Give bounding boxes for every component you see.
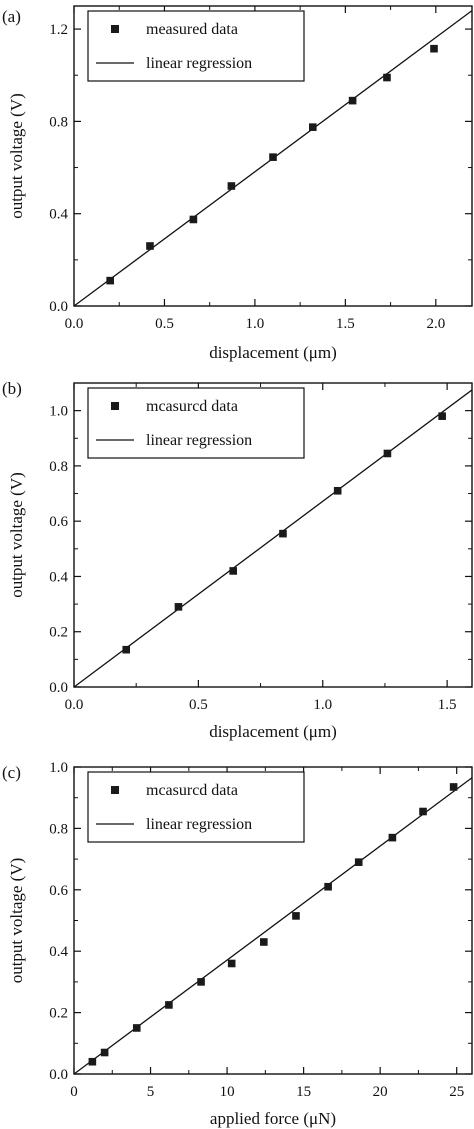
y-tick-label: 0.0 <box>49 680 68 696</box>
legend-marker-icon <box>111 25 119 33</box>
data-point <box>438 412 446 420</box>
y-tick-label: 0.4 <box>49 207 68 223</box>
data-point <box>309 123 317 131</box>
panel-label: (a) <box>2 7 21 26</box>
legend-box <box>87 10 305 82</box>
y-tick-label: 0.4 <box>49 944 68 960</box>
x-tick-label: 0.5 <box>189 697 208 713</box>
y-tick-label: 1.2 <box>49 22 68 38</box>
data-point <box>388 833 397 842</box>
panel-label: (c) <box>2 763 21 782</box>
legend-entry-label: linear regression <box>146 55 252 72</box>
chart-panel-a: 0.0 0.5 1.0 1.5 2.0 0.0 0.4 0.8 1.2 displacement … <box>2 5 473 362</box>
plot-frame <box>73 382 473 688</box>
legend-entry-label: linear regression <box>146 816 252 833</box>
y-tick-label: 0.8 <box>49 459 68 475</box>
chart-panel-c: 0 5 10 15 20 25 0.0 0.2 0.4 0.6 0.8 1.0 applied forc… <box>2 760 473 1128</box>
data-point <box>333 486 342 495</box>
data-point <box>260 938 268 946</box>
panel-label: (b) <box>2 379 22 398</box>
data-point <box>279 529 287 538</box>
data-point <box>348 96 357 105</box>
legend-entry-label: linear regression <box>146 432 252 449</box>
legend-entry-label: mcasurcd data <box>146 398 238 415</box>
data-point <box>189 215 198 224</box>
data-point <box>122 645 131 654</box>
y-tick-label: 0.4 <box>49 569 68 585</box>
data-point <box>132 1024 141 1032</box>
x-tick-label: 1.5 <box>336 316 355 332</box>
data-point <box>197 978 205 986</box>
data-point <box>227 959 236 968</box>
y-tick-label: 0.8 <box>49 821 68 837</box>
data-point <box>100 1048 109 1057</box>
x-tick-label: 1.0 <box>246 316 265 332</box>
legend-marker-icon <box>111 786 119 794</box>
x-tick-label: 5 <box>147 1084 155 1100</box>
data-point <box>383 449 392 458</box>
data-point <box>227 182 236 190</box>
regression-line <box>74 389 472 687</box>
legend-box <box>87 387 305 459</box>
x-tick-label: 20 <box>373 1084 388 1100</box>
y-tick-label: 0.8 <box>49 114 68 130</box>
data-point <box>430 44 438 53</box>
y-tick-label: 0.6 <box>49 514 68 530</box>
y-tick-label: 1.0 <box>49 760 68 776</box>
data-point <box>292 912 300 920</box>
legend-entry-label: mcasurcd data <box>146 782 238 799</box>
y-tick-label: 0.0 <box>49 299 68 315</box>
data-point <box>419 807 427 816</box>
x-tick-label: 0.0 <box>65 316 84 332</box>
chart-panel-b: 0.0 0.5 1.0 1.5 0.0 0.2 0.4 0.6 0.8 1.0 displaceme… <box>2 379 473 741</box>
y-axis-label: output voltage (V) <box>7 93 26 219</box>
data-point <box>354 858 363 866</box>
data-point <box>146 242 154 250</box>
x-tick-label: 15 <box>296 1084 311 1100</box>
y-tick-label: 1.0 <box>49 404 68 420</box>
data-point <box>88 1057 97 1066</box>
x-tick-label: 0.0 <box>65 697 84 713</box>
x-tick-label: 10 <box>220 1084 235 1100</box>
x-axis-label: applied force (μN) <box>210 1109 336 1128</box>
plot-frame <box>73 5 473 307</box>
x-tick-label: 0 <box>70 1084 78 1100</box>
y-axis-label: output voltage (V) <box>7 858 26 984</box>
data-point <box>229 567 237 575</box>
data-point <box>106 276 114 285</box>
x-tick-label: 2.0 <box>426 316 445 332</box>
y-tick-label: 0.2 <box>49 1006 68 1022</box>
x-tick-label: 1.5 <box>438 697 457 713</box>
y-axis-label: output voltage (V) <box>7 472 26 598</box>
x-tick-label: 25 <box>449 1084 464 1100</box>
y-tick-label: 0.2 <box>49 625 68 641</box>
data-point <box>165 1001 173 1009</box>
x-tick-label: 0.5 <box>155 316 174 332</box>
y-tick-label: 0.6 <box>49 883 68 899</box>
legend-marker-icon <box>111 402 119 410</box>
legend-entry-label: measured data <box>146 21 238 38</box>
y-tick-label: 0.0 <box>49 1067 68 1083</box>
data-point <box>449 783 458 791</box>
x-tick-label: 1.0 <box>313 697 332 713</box>
data-point <box>174 603 183 611</box>
data-point <box>324 882 332 891</box>
data-point <box>269 153 277 161</box>
data-point <box>383 73 391 82</box>
x-axis-label: displacement (μm) <box>209 343 337 362</box>
x-axis-label: displacement (μm) <box>209 722 337 741</box>
legend-box <box>87 771 305 843</box>
